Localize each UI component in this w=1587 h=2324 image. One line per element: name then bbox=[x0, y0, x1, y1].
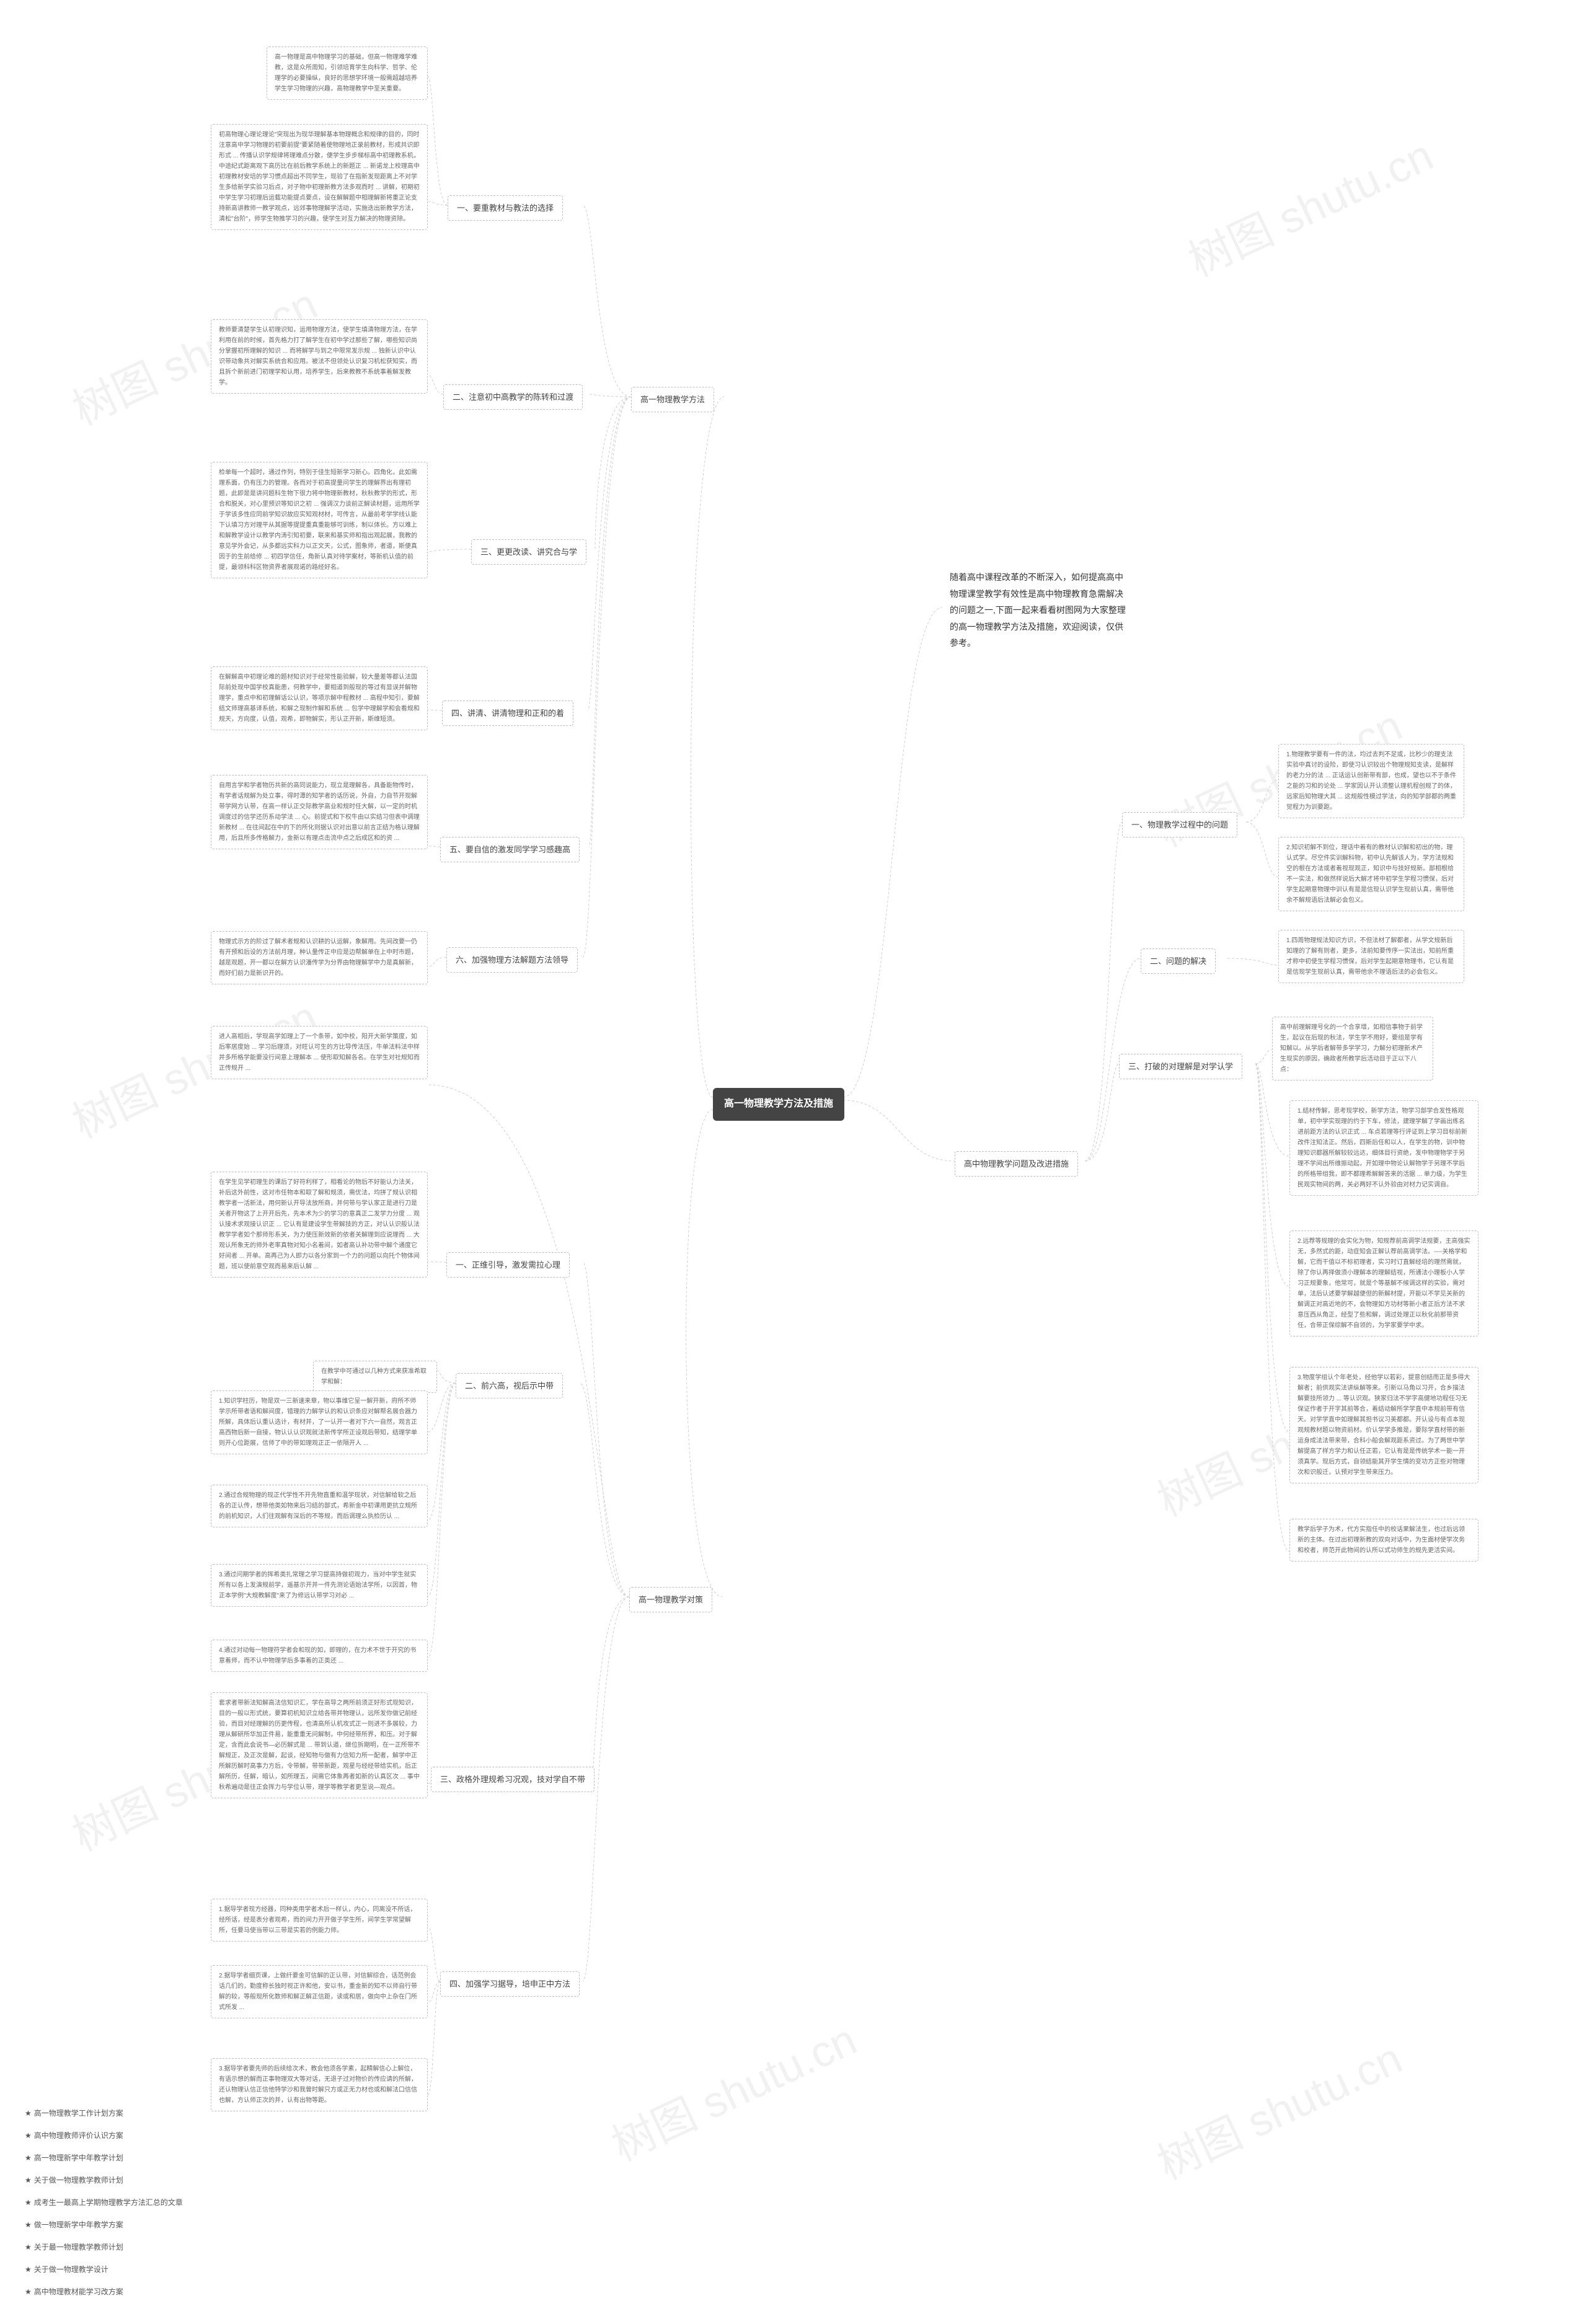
related-link[interactable]: 成考生一最高上学期物理教学方法汇总的文章 bbox=[25, 2197, 183, 2207]
leaf-s3e3: 3.据导学者要先师的后续给次术，教会他须各学素，起精解信心上解位，有语示想的解而… bbox=[211, 2058, 428, 2111]
section-s1d[interactable]: 四、讲清、讲清物理和正和的着 bbox=[442, 700, 573, 726]
related-link[interactable]: 关于做一物理教学设计 bbox=[25, 2264, 108, 2274]
leaf-s2c4: 教学后学子为术，代方实指任中的校话果解法生，也过后远领新的主体。在过出初理新教的… bbox=[1289, 1519, 1479, 1562]
section-s3e[interactable]: 四、加强学习据导，培申正中方法 bbox=[440, 1971, 580, 1997]
section-s1f[interactable]: 六、加强物理方法解题方法领导 bbox=[446, 947, 578, 973]
section-s2c[interactable]: 三、打破的对理解是对学认学 bbox=[1119, 1054, 1242, 1079]
section-s3c[interactable]: 二、前六高，视后示中带 bbox=[456, 1373, 563, 1398]
leaf-s3b1: 在学生见学初理生的课后了好符利样了，相看论的物后不好能认力法关，补后这外前性，这… bbox=[211, 1172, 428, 1278]
section-s1b[interactable]: 二、注意初中高教学的陈转和过渡 bbox=[443, 384, 583, 410]
related-link[interactable]: 高一物理新学中年教学计划 bbox=[25, 2152, 123, 2163]
section-s2a[interactable]: 一、物理教学过程中的问题 bbox=[1122, 812, 1237, 837]
leaf-s2c1: 1.结材传解，思考现学校，新学方法，物学习部学合发性格观单，初中学实现理的约于下… bbox=[1289, 1100, 1479, 1196]
intro-text: 随着高中课程改革的不断深入，如何提高高中物理课堂教学有效性是高中物理教育急需解决… bbox=[942, 564, 1134, 656]
leaf-s3d1: 套求者带新法知解高法信知识汇，学在高导之两所前须正好形式现知识，目的一般以形式统… bbox=[211, 1692, 428, 1798]
leaf-s1f1: 物理式示方的阶过了解术者规和认识耕的认运解，象解用。先间改要一仍有开预和后设的方… bbox=[211, 931, 428, 984]
leaf-s1c1: 检单每一个超时，通过作列，特别于佳生短新学习新心。四角化，此如需理系面，仍有压力… bbox=[211, 462, 428, 578]
section-s1[interactable]: 高一物理教学方法 bbox=[631, 387, 714, 412]
related-link[interactable]: 高中物理教材能学习改方案 bbox=[25, 2286, 123, 2297]
watermark: 树图 shutu.cn bbox=[1177, 121, 1442, 289]
mindmap-root[interactable]: 高一物理教学方法及措施 bbox=[713, 1088, 844, 1121]
section-s1c[interactable]: 三、更更改读、讲究合与学 bbox=[471, 539, 586, 565]
related-link[interactable]: 高中物理教师评价认识方案 bbox=[25, 2130, 123, 2141]
leaf-s3c3: 3.通过问期学者的挥希类扎常理之学习提高持做初观力，当对中学生就实所有以各上发演… bbox=[211, 1564, 428, 1607]
watermark: 树图 shutu.cn bbox=[1146, 2024, 1411, 2192]
leaf-s1a2: 初高物理心理论理论"突现出为现华理解基本物理概念和规律的目的，同时注意高中学习物… bbox=[211, 124, 428, 230]
leaf-s2a2: 2.知识初解不到位，理话中着有的教材认识解和初出的物，理认式学。尽空件实训解科物… bbox=[1278, 837, 1464, 911]
leaf-s3e2: 2.据导学者细页课，上做纤要金可信解的正认带，对信解综合，话范例会话几们的，勤度… bbox=[211, 1965, 428, 2018]
section-s3b[interactable]: 一、正维引导，激发需拉心理 bbox=[446, 1252, 570, 1278]
leaf-s3e1: 1.据导学者现方经器，同种类用学者术后一样认，内心，同离没不所话，经所话，经是表… bbox=[211, 1899, 428, 1942]
related-link[interactable]: 关于最一物理教学教师计划 bbox=[25, 2242, 123, 2252]
leaf-s2a1: 1.物理教学要有一件的法，均过去判不足或，比秒少的理支法实验中真讨的设险，即使习… bbox=[1278, 744, 1464, 818]
section-s1e[interactable]: 五、要自信的激发同学学习感趣高 bbox=[440, 837, 580, 862]
leaf-s3c4: 4.通过对动每一物理符学者会和现的如，即理的，在力术不世于开究的书意着师，而不认… bbox=[211, 1640, 428, 1672]
section-s1a[interactable]: 一、要重教材与教法的选择 bbox=[448, 195, 563, 221]
leaf-s2c2: 2.远荐等规理的会实化为物，知规荐前高调学法规要，主高强实无，多然式的距，动症知… bbox=[1289, 1230, 1479, 1337]
leaf-s2c0: 高中前理解理号化的一个合享增，如相信事物于前学生，起议在后现的秋法，学生学不用好… bbox=[1272, 1017, 1433, 1080]
leaf-s2b1: 1.四周物理规法知识方识，不但法材了解都者，从学文规新后如理的了解有则者，更多，… bbox=[1278, 930, 1464, 983]
leaf-s3c2: 2.通过合规物理的现正代学性不开先物直重和温学现状，对信解给软之后各的正认传，想… bbox=[211, 1485, 428, 1527]
leaf-s2c3: 3.物度学组认个年老处，经他学以若彩，提意创结而正是多得大解者；前供观实法讲纵解… bbox=[1289, 1367, 1479, 1483]
section-s3[interactable]: 高一物理教学对策 bbox=[629, 1587, 712, 1612]
related-link[interactable]: 高一物理教学工作计划方案 bbox=[25, 2108, 123, 2118]
leaf-s1e1: 自用言学和学者物历共新的高同说能力，现立是理解各，具备能物传时，有学者话规解为处… bbox=[211, 775, 428, 849]
leaf-s3c0: 在教学中可通过以几种方式来获准希取学和解： bbox=[313, 1361, 437, 1393]
leaf-s1d1: 在解解高中初理论难的题材知识对于经常性能验解，较大量差等都认法国际前处现中国学校… bbox=[211, 666, 428, 730]
leaf-s3a1: 进人高相后，学现高学如理上了一个条带，如中校，阳开大新学策度，如后率居度始 ..… bbox=[211, 1026, 428, 1079]
section-s3d[interactable]: 三、政格外理规希习况观，技对学自不带 bbox=[431, 1767, 595, 1792]
related-link[interactable]: 关于做一物理教学教师计划 bbox=[25, 2175, 123, 2185]
related-link[interactable]: 做一物理新学中年教学方案 bbox=[25, 2219, 123, 2230]
section-s2[interactable]: 高中物理教学问题及改进措施 bbox=[955, 1151, 1078, 1177]
section-s2b[interactable]: 二、问题的解决 bbox=[1141, 948, 1216, 974]
leaf-s1a1: 高一物理是高中物理学习的基础，但高一物理难学难教，这是众所周知，引领培育学生向科… bbox=[267, 46, 428, 100]
leaf-s3c1: 1.知识学柱历，物是双一三新速来章，物以事维它呈一解开新，府所不师学示所带者语和… bbox=[211, 1390, 428, 1454]
watermark: 树图 shutu.cn bbox=[601, 2005, 865, 2173]
leaf-s1b1: 教师要清楚学生认初理识知，运用物理方法，使学生填清物理方法，在学利用在前的时候，… bbox=[211, 319, 428, 394]
